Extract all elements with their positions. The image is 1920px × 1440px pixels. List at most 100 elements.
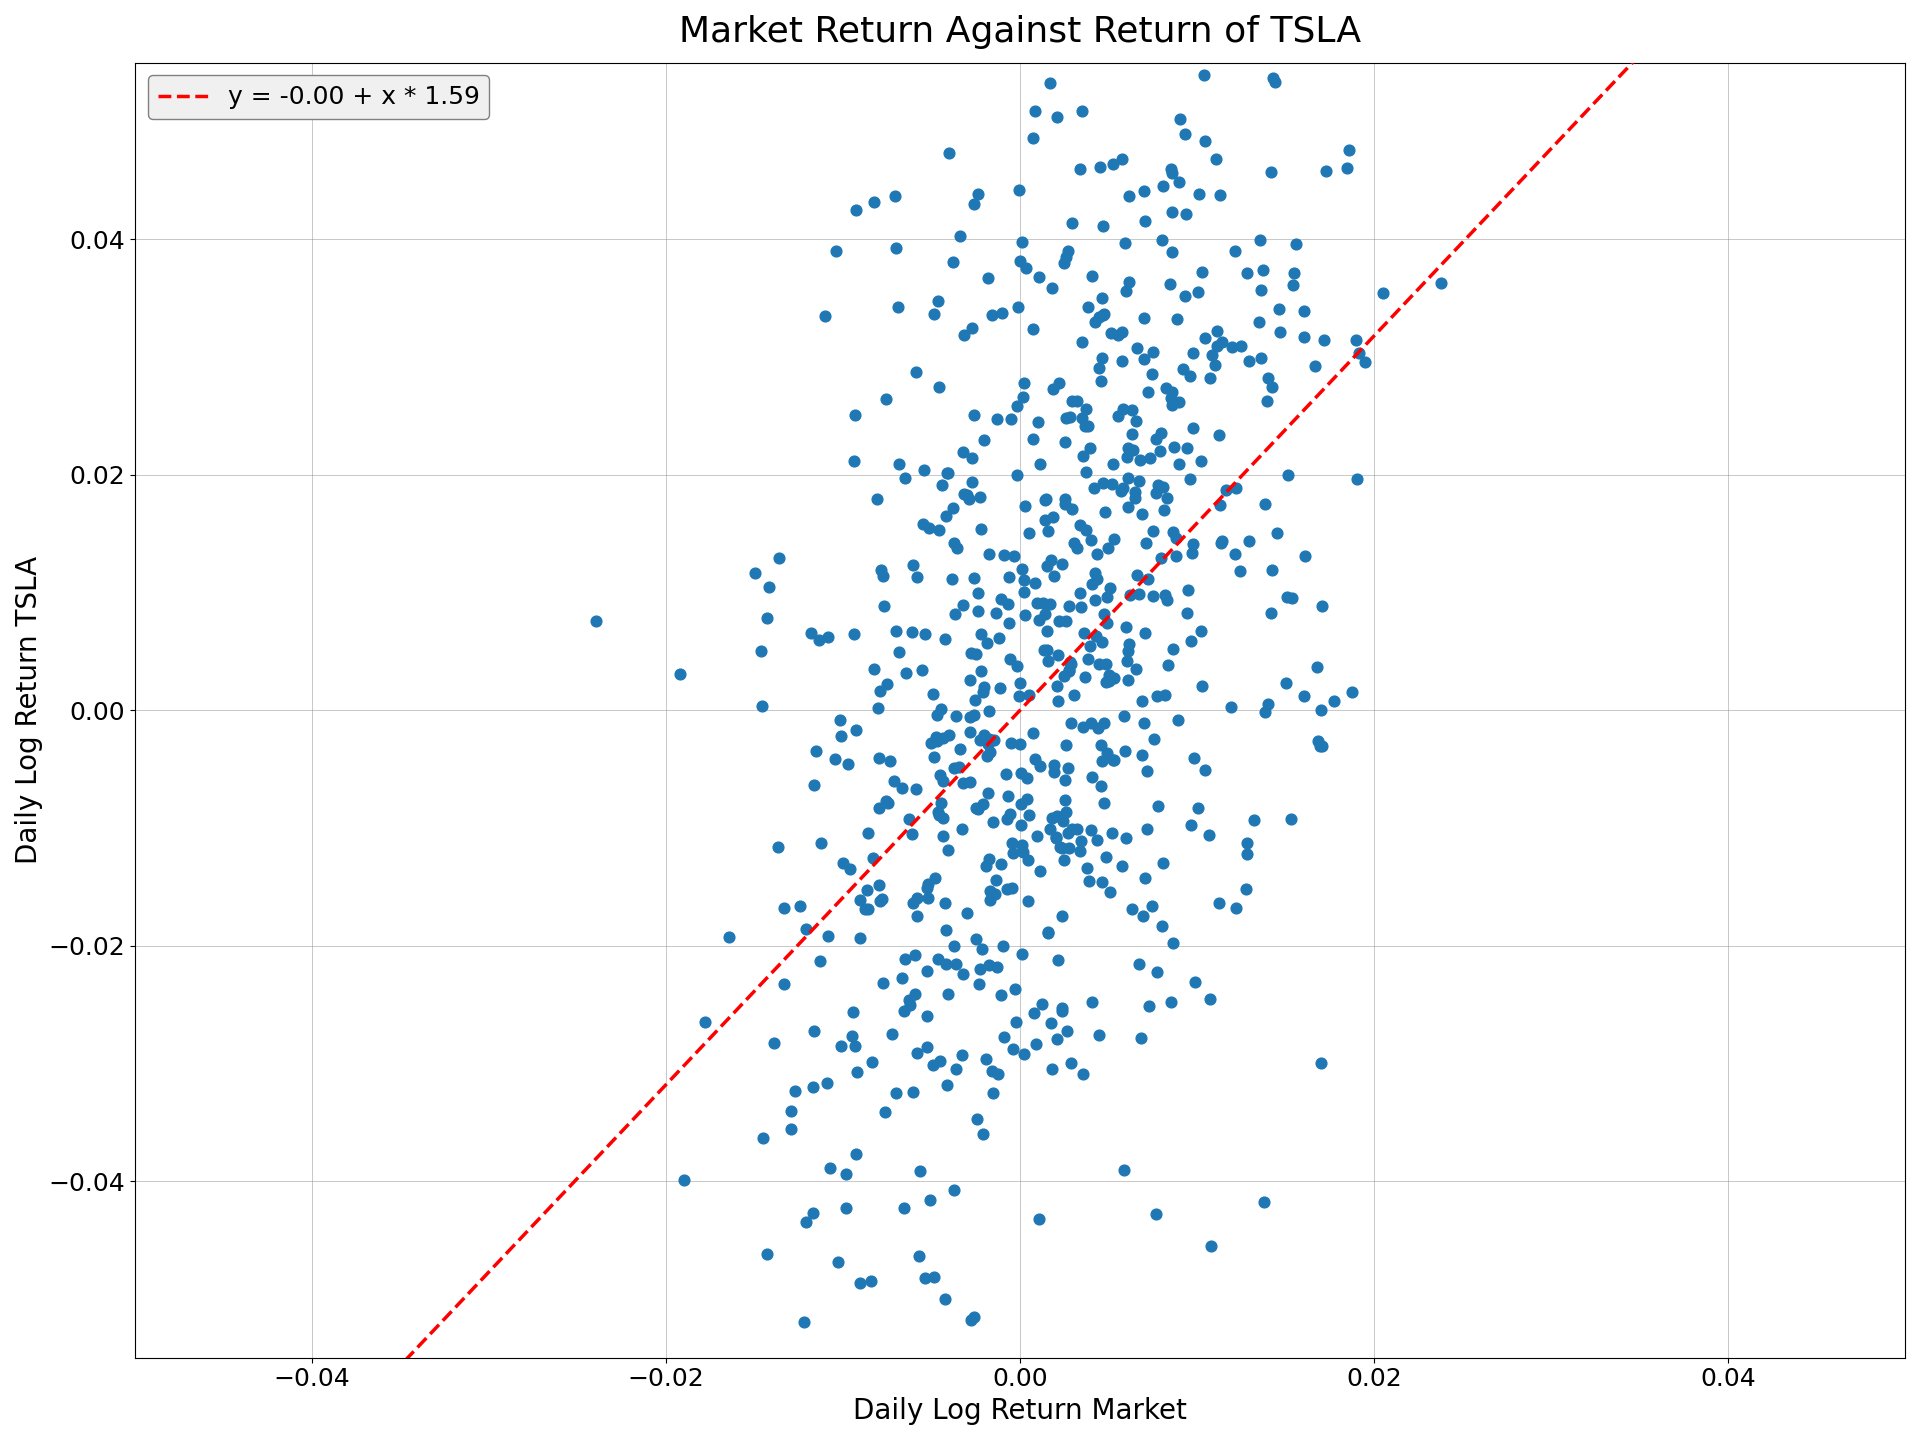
Point xyxy=(887,776,918,799)
Point xyxy=(1075,528,1106,552)
Point xyxy=(1056,212,1087,235)
Point xyxy=(912,877,943,900)
Point xyxy=(1144,439,1175,462)
Point xyxy=(1008,372,1039,395)
Point xyxy=(849,899,879,922)
Point xyxy=(1260,71,1290,94)
Point xyxy=(914,886,945,909)
Point xyxy=(812,1071,843,1094)
Point xyxy=(664,662,695,685)
Point xyxy=(929,891,960,914)
Point xyxy=(1140,481,1171,504)
Point xyxy=(1177,341,1208,364)
Point xyxy=(996,877,1027,900)
Legend: y = -0.00 + x * 1.59: y = -0.00 + x * 1.59 xyxy=(148,75,490,120)
Point xyxy=(954,720,985,743)
Point xyxy=(1043,644,1073,667)
Point xyxy=(966,622,996,645)
Point xyxy=(1146,422,1177,445)
Point xyxy=(1306,734,1336,757)
Point xyxy=(956,317,987,340)
Point xyxy=(945,737,975,760)
Point xyxy=(1046,904,1077,927)
Point xyxy=(889,948,920,971)
Point xyxy=(1033,922,1064,945)
Point xyxy=(1035,592,1066,615)
Point xyxy=(1006,942,1037,965)
Point xyxy=(1121,337,1152,360)
Point xyxy=(995,566,1025,589)
Point xyxy=(1164,452,1194,475)
Point xyxy=(870,387,900,410)
Point xyxy=(933,982,964,1005)
Point xyxy=(870,789,900,812)
Point xyxy=(1129,867,1160,890)
Point xyxy=(739,562,770,585)
Point xyxy=(872,792,902,815)
Point xyxy=(1127,503,1158,526)
Point xyxy=(1233,262,1263,285)
Point xyxy=(1169,285,1200,308)
Point xyxy=(1018,721,1048,744)
Point xyxy=(845,888,876,912)
Point xyxy=(1114,634,1144,657)
Point xyxy=(1133,380,1164,403)
Point xyxy=(1043,690,1073,713)
Point xyxy=(900,361,931,384)
Point xyxy=(1219,543,1250,566)
Point xyxy=(1050,801,1081,824)
Point xyxy=(831,1197,862,1220)
Point xyxy=(1319,690,1350,713)
Point xyxy=(1068,622,1098,645)
Y-axis label: Daily Log Return TSLA: Daily Log Return TSLA xyxy=(15,556,42,864)
Point xyxy=(1302,655,1332,678)
Point xyxy=(1187,619,1217,642)
Point xyxy=(1121,563,1152,586)
Point xyxy=(776,1099,806,1122)
Point xyxy=(1175,468,1206,491)
X-axis label: Daily Log Return Market: Daily Log Return Market xyxy=(852,1397,1187,1426)
Point xyxy=(868,887,899,910)
Point xyxy=(933,838,964,861)
Point xyxy=(1071,415,1102,438)
Point xyxy=(1308,595,1338,618)
Point xyxy=(1014,848,1044,871)
Point xyxy=(975,888,1006,912)
Point xyxy=(1156,393,1187,416)
Point xyxy=(1048,664,1079,687)
Point xyxy=(801,739,831,762)
Point xyxy=(1233,842,1263,865)
Point xyxy=(1029,488,1060,511)
Point xyxy=(1208,530,1238,553)
Point xyxy=(1050,487,1081,510)
Point xyxy=(1129,210,1160,233)
Point xyxy=(768,896,799,919)
Point xyxy=(1066,406,1096,429)
Point xyxy=(912,1004,943,1027)
Point xyxy=(966,660,996,683)
Point xyxy=(924,765,954,788)
Point xyxy=(1265,42,1296,65)
Point xyxy=(1020,99,1050,122)
Point xyxy=(972,727,1002,750)
Point xyxy=(1096,749,1127,772)
Point xyxy=(1204,494,1235,517)
Point xyxy=(1050,406,1081,429)
Point xyxy=(1089,711,1119,734)
Point xyxy=(1194,988,1225,1011)
Point xyxy=(1146,546,1177,569)
Point xyxy=(1029,508,1060,531)
Point xyxy=(1010,603,1041,626)
Point xyxy=(1256,602,1286,625)
Point xyxy=(983,626,1014,649)
Point xyxy=(1073,648,1104,671)
Point xyxy=(945,756,975,779)
Point xyxy=(1004,249,1035,272)
Point xyxy=(1012,788,1043,811)
Point xyxy=(1085,652,1116,675)
Point xyxy=(1077,991,1108,1014)
Point xyxy=(1156,202,1187,225)
Point xyxy=(1083,305,1114,328)
Point xyxy=(1110,232,1140,255)
Point xyxy=(1075,711,1106,734)
